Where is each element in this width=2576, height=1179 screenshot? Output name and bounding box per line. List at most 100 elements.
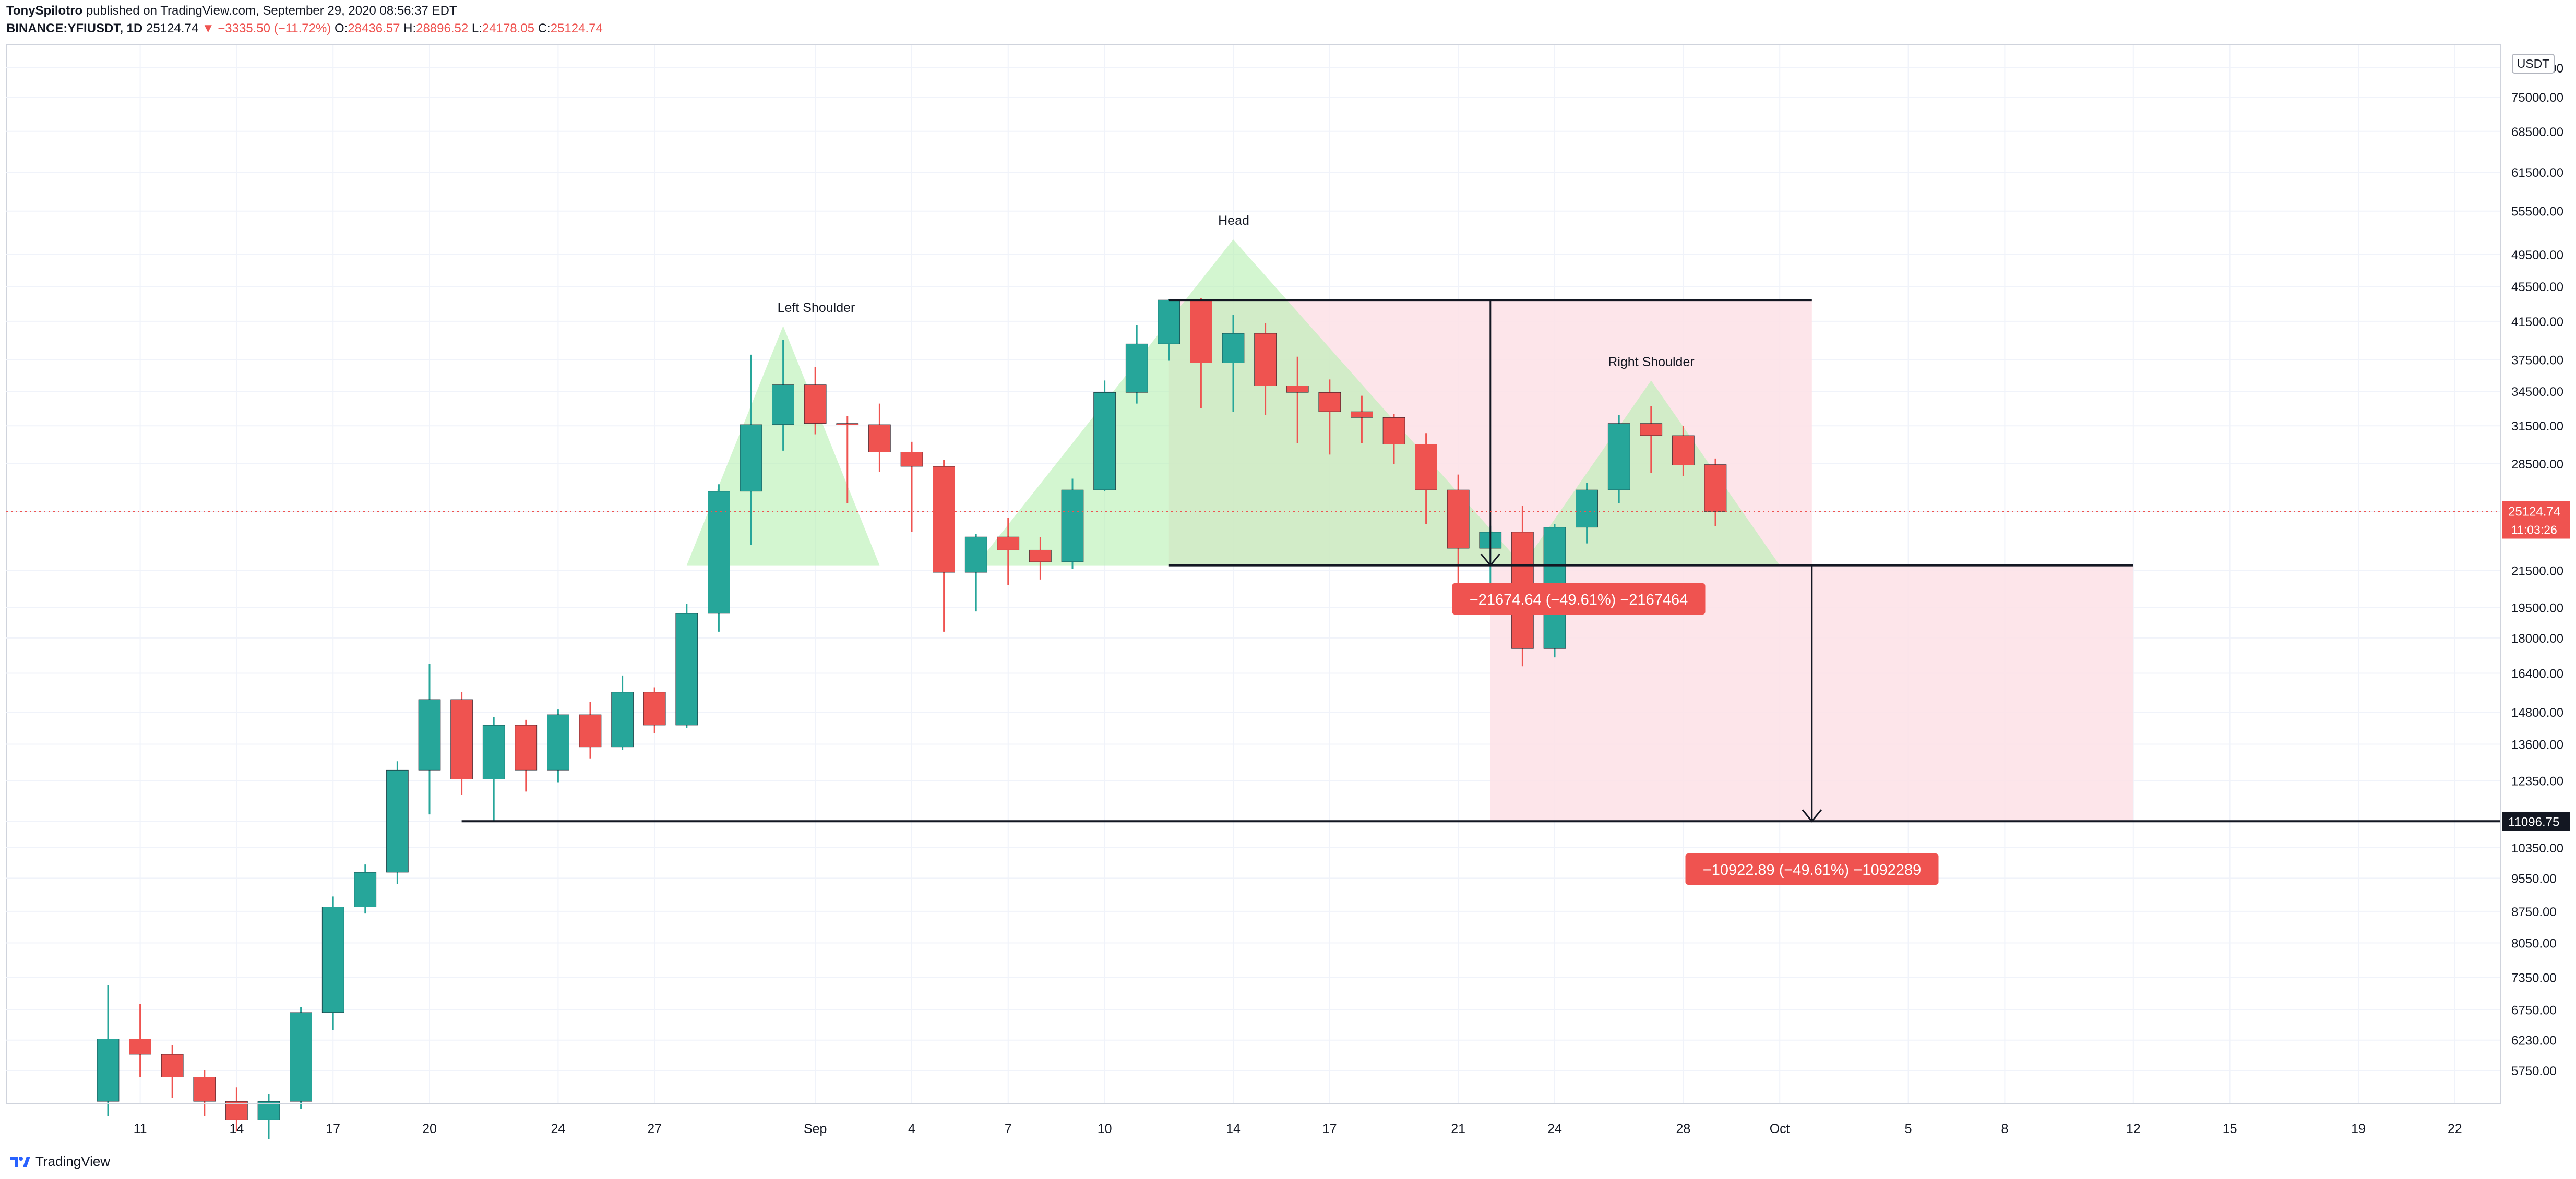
- open-value: 28436.57: [348, 21, 400, 35]
- candle-body: [1672, 435, 1695, 465]
- candle-body: [97, 1039, 120, 1102]
- close-value: 25124.74: [550, 21, 603, 35]
- date-tick-label: 7: [1005, 1122, 1012, 1136]
- price-tick-label: 68500.00: [2511, 125, 2563, 139]
- symbol-label[interactable]: BINANCE:YFIUSDT, 1D: [6, 21, 143, 35]
- price-tick-label: 10350.00: [2511, 841, 2563, 856]
- date-tick-label: 17: [1322, 1122, 1337, 1136]
- countdown-tag: [2502, 520, 2570, 539]
- price-axis: [2501, 45, 2576, 1104]
- candle-body: [1222, 333, 1245, 363]
- price-tick-label: 8750.00: [2511, 905, 2557, 919]
- candle-body: [964, 536, 987, 573]
- price-tick-label: 19500.00: [2511, 601, 2563, 616]
- candle-body: [611, 692, 634, 748]
- price-tick-label: 37500.00: [2511, 354, 2563, 368]
- candle-body: [386, 769, 409, 873]
- candle-body: [1190, 299, 1212, 363]
- measure-arrowhead: [1802, 809, 1822, 823]
- candle-body: [1351, 411, 1373, 418]
- candle-body: [1254, 333, 1277, 386]
- tradingview-logo-icon: [10, 1157, 30, 1167]
- date-tick-label: 20: [422, 1122, 437, 1136]
- candle-body: [772, 384, 794, 425]
- chart-header: TonySpilotro published on TradingView.co…: [6, 2, 1572, 44]
- candle-body: [515, 725, 538, 771]
- price-tick-label: 14800.00: [2511, 706, 2563, 720]
- measure-label-bg: [1452, 583, 1706, 615]
- candle-body: [900, 452, 923, 467]
- target-price-label: 11096.75: [2508, 815, 2559, 829]
- currency-badge: [2512, 54, 2555, 74]
- pattern-label: Head: [1218, 213, 1249, 228]
- high-value: 28896.52: [416, 21, 469, 35]
- candle-body: [643, 692, 666, 726]
- date-tick-label: 4: [908, 1122, 915, 1136]
- price-tick-label: 8050.00: [2511, 936, 2557, 951]
- measure-arrowhead: [1480, 553, 1500, 567]
- measure-label: −10922.89 (−49.61%) −1092289: [1703, 862, 1921, 879]
- low-label: L:: [471, 21, 482, 35]
- date-tick-label: 11: [134, 1122, 147, 1136]
- candle-body: [290, 1012, 312, 1102]
- candle-body: [1704, 464, 1727, 512]
- candle-body: [161, 1054, 184, 1077]
- candle-body: [257, 1101, 280, 1120]
- candle-body: [1640, 423, 1663, 436]
- date-tick-label: Oct: [1770, 1122, 1790, 1136]
- date-tick-label: 22: [2448, 1122, 2462, 1136]
- pattern-label: Right Shoulder: [1608, 355, 1694, 369]
- date-tick-label: 14: [1226, 1122, 1241, 1136]
- candle-body: [1318, 392, 1341, 412]
- candle-body: [547, 714, 569, 771]
- price-tick-label: 45500.00: [2511, 280, 2563, 294]
- candle-body: [1093, 392, 1116, 490]
- candle-body: [1607, 423, 1630, 490]
- candle-body: [354, 872, 377, 907]
- target-price-tag: [2502, 812, 2570, 831]
- price-tick-label: 9550.00: [2511, 872, 2557, 886]
- price-change: −3335.50 (−11.72%): [218, 21, 331, 35]
- close-label: C:: [538, 21, 551, 35]
- candle-body: [1415, 444, 1437, 490]
- date-tick-label: 21: [1451, 1122, 1465, 1136]
- tradingview-logo[interactable]: TradingView: [9, 1151, 110, 1172]
- candle-body: [740, 424, 762, 492]
- date-tick-label: 28: [1676, 1122, 1690, 1136]
- low-value: 24178.05: [482, 21, 535, 35]
- candle-body: [418, 699, 441, 771]
- measure-label: −21674.64 (−49.61%) −2167464: [1470, 592, 1688, 608]
- candle-body: [225, 1101, 248, 1120]
- price-tick-label: 75000.00: [2511, 91, 2563, 105]
- price-tick-label: 6750.00: [2511, 1003, 2557, 1017]
- author-name[interactable]: TonySpilotro: [6, 4, 83, 18]
- candle-body: [708, 491, 730, 614]
- countdown-label: 11:03:26: [2511, 523, 2557, 537]
- candle-body: [804, 384, 827, 424]
- price-tick-label: 16400.00: [2511, 667, 2563, 681]
- date-tick-label: 5: [1905, 1122, 1912, 1136]
- high-label: H:: [403, 21, 416, 35]
- price-tick-label: 18000.00: [2511, 632, 2563, 646]
- price-tick-label: 13600.00: [2511, 738, 2563, 752]
- current-price-tag: [2502, 501, 2570, 520]
- candle-body: [1576, 489, 1598, 528]
- candle-body: [1125, 343, 1148, 393]
- candle-body: [321, 907, 344, 1013]
- price-tick-label: 12350.00: [2511, 775, 2563, 789]
- brand-name: TradingView: [35, 1153, 111, 1169]
- price-tick-label: 34500.00: [2511, 385, 2563, 399]
- publish-line: TonySpilotro published on TradingView.co…: [6, 2, 1572, 20]
- candle-body: [482, 725, 505, 779]
- candle-body: [1158, 299, 1180, 344]
- candle-body: [933, 466, 955, 573]
- date-tick-label: 17: [326, 1122, 340, 1136]
- date-tick-label: 24: [1547, 1122, 1562, 1136]
- date-tick-label: 24: [551, 1122, 565, 1136]
- date-tick-label: 12: [2126, 1122, 2141, 1136]
- price-tick-label: 41500.00: [2511, 315, 2563, 329]
- price-tick-label: 6230.00: [2511, 1034, 2557, 1048]
- price-tick-label: 7350.00: [2511, 971, 2557, 985]
- candle-body: [1286, 386, 1309, 393]
